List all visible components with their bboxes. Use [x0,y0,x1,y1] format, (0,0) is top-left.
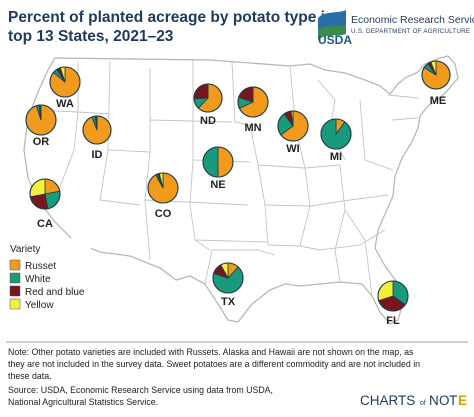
legend: Variety Russet White Red and blue Yellow [6,238,91,315]
department-name: U.S. DEPARTMENT OF AGRICULTURE [351,28,470,35]
pie-outline-or [25,104,57,136]
legend-items: Russet White Red and blue Yellow [9,259,85,311]
source-line-1: Source: USDA, Economic Research Service … [8,385,273,395]
usda-logo: USDA Economic Research Service U.S. DEPA… [318,10,474,47]
pie-outline-me [421,60,451,90]
pie-ca: CA [29,178,61,230]
pie-co: CO [147,172,179,220]
usda-field-icon [318,24,346,40]
pie-nd: ND [193,83,223,127]
state-label-id: ID [92,149,103,161]
legend-swatch-russet [9,259,21,271]
source-line-2: National Agricultural Statistics Service… [8,397,158,407]
pie-layer: WA OR ID CA ND NE CO MN WI MI ME TX FL [25,60,451,327]
brand-n: N [429,393,439,408]
pie-me: ME [421,60,451,107]
state-label-mn: MN [244,122,261,134]
pie-outline-wi [277,110,309,142]
brand-o: O [439,393,450,408]
pie-outline-mi [320,118,352,150]
state-label-fl: FL [386,315,400,327]
pie-id: ID [82,115,112,161]
pie-outline-tx [212,262,244,294]
pie-tx: TX [212,262,244,308]
pie-outline-fl [377,280,409,312]
note-line-3: these data. [8,371,52,381]
state-label-wi: WI [286,143,299,155]
note-line-1: Note: Other potato varieties are include… [8,347,414,357]
brand-t: T [449,393,457,408]
state-label-co: CO [155,208,172,220]
state-label-nd: ND [200,115,216,127]
charts-of-note-logo: CHARTS of N O T E [360,393,467,408]
pie-outline-ca [29,178,61,210]
pie-wi: WI [277,110,309,155]
pie-outline-ne [202,146,234,178]
legend-swatch-red-and-blue [9,285,21,297]
brand-charts: CHARTS [360,393,415,408]
pie-outline-co [147,172,179,204]
chart-title-line2: top 13 States, 2021–23 [8,28,174,45]
legend-label-red-and-blue: Red and blue [25,287,85,298]
pie-outline-mn [237,86,269,118]
pie-outline-nd [193,83,223,113]
state-label-ca: CA [37,218,53,230]
brand-e: E [458,393,467,408]
pie-outline-wa [49,66,81,98]
pie-ne: NE [202,146,234,191]
legend-swatch-yellow [9,298,21,310]
state-label-tx: TX [221,296,236,308]
state-label-me: ME [430,95,447,107]
pie-fl: FL [377,280,409,327]
legend-title: Variety [10,244,40,255]
agency-name: Economic Research Service [351,14,474,26]
pie-mn: MN [237,86,269,134]
legend-label-russet: Russet [25,261,56,272]
brand-of: of [420,400,426,407]
chart-title-line1: Percent of planted acreage by potato typ… [8,9,334,26]
legend-label-white: White [25,274,51,285]
pie-outline-id [82,115,112,145]
pie-mi: MI [320,118,352,163]
state-label-or: OR [33,136,50,148]
legend-swatch-white [9,272,21,284]
usda-mark: USDA [318,33,352,47]
state-label-wa: WA [56,98,74,110]
state-label-mi: MI [330,151,342,163]
state-label-ne: NE [210,179,225,191]
legend-label-yellow: Yellow [25,300,54,311]
note-line-2: they are not included in the survey data… [8,359,420,369]
pie-or: OR [25,104,57,148]
pie-wa: WA [49,66,81,110]
